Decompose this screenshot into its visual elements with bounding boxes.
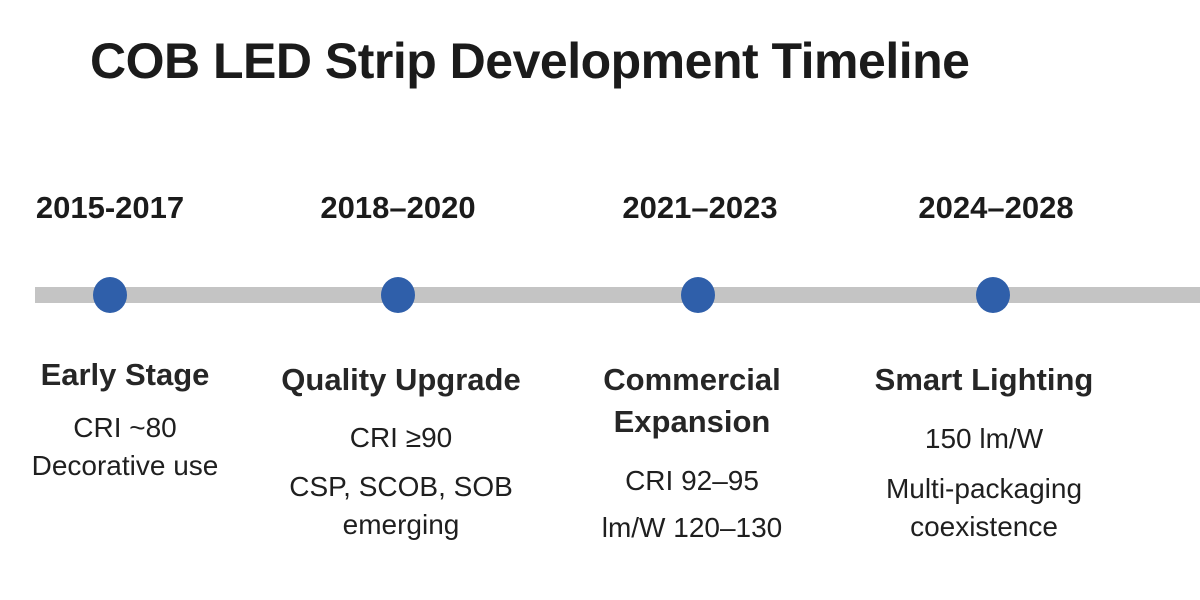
stage-4-detail: 150 lm/W: [924, 423, 1044, 454]
stage-4-detail: Multi-packaging: [885, 473, 1083, 504]
stage-4-marker: [976, 277, 1010, 313]
stage-3-title: Commercial Expansion: [603, 362, 781, 439]
stage-1-detail: Decorative use: [31, 450, 219, 481]
stage-3-detail: lm/W 120–130: [601, 512, 783, 543]
timeline-bar: [35, 287, 1200, 303]
stage-1-marker: [93, 277, 127, 313]
page-title: COB LED Strip Development Timeline: [90, 33, 970, 89]
stage-4-detail: coexistence: [910, 511, 1058, 542]
stage-3-years: 2021–2023: [622, 190, 778, 225]
stage-1-years: 2015-2017: [35, 190, 185, 225]
stage-3-block: Commercial Expansion CRI 92–95 lm/W 120–…: [542, 359, 842, 548]
stage-4-title: Smart Lighting: [874, 362, 1094, 397]
stage-2-marker: [381, 277, 415, 313]
stage-1-detail: CRI ~80: [73, 412, 177, 443]
stage-3-detail: CRI 92–95: [625, 465, 759, 496]
stage-2-block: Quality Upgrade CRI ≥90 CSP, SCOB, SOB e…: [251, 359, 551, 545]
stage-1-block: Early Stage CRI ~80 Decorative use: [0, 354, 275, 486]
stage-2-detail: CSP, SCOB, SOB: [289, 471, 513, 502]
stage-2-years: 2018–2020: [320, 190, 476, 225]
stage-4-block: Smart Lighting 150 lm/W Multi-packaging …: [834, 359, 1134, 547]
stage-2-detail: CRI ≥90: [349, 422, 453, 453]
stage-3-marker: [681, 277, 715, 313]
stage-2-title: Quality Upgrade: [281, 362, 521, 397]
stage-2-detail: emerging: [342, 509, 460, 540]
stage-1-title: Early Stage: [40, 357, 210, 392]
stage-4-years: 2024–2028: [918, 190, 1074, 225]
